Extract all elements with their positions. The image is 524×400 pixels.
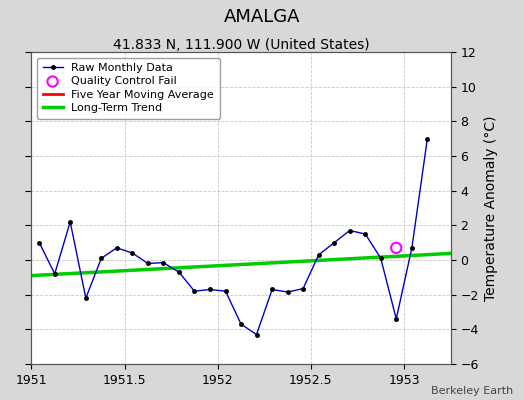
Raw Monthly Data <box>409 246 415 250</box>
Raw Monthly Data <box>67 220 73 224</box>
Legend: Raw Monthly Data, Quality Control Fail, Five Year Moving Average, Long-Term Tren: Raw Monthly Data, Quality Control Fail, … <box>37 58 220 119</box>
Raw Monthly Data <box>222 289 228 294</box>
Raw Monthly Data <box>51 272 58 276</box>
Raw Monthly Data <box>378 256 384 261</box>
Raw Monthly Data <box>362 232 368 236</box>
Raw Monthly Data <box>114 246 120 250</box>
Raw Monthly Data <box>129 251 136 256</box>
Raw Monthly Data <box>191 289 198 294</box>
Title: 41.833 N, 111.900 W (United States): 41.833 N, 111.900 W (United States) <box>113 38 369 52</box>
Raw Monthly Data <box>145 261 151 266</box>
Y-axis label: Temperature Anomaly (°C): Temperature Anomaly (°C) <box>484 115 498 301</box>
Raw Monthly Data <box>300 286 306 291</box>
Quality Control Fail <box>392 245 400 251</box>
Raw Monthly Data <box>269 287 275 292</box>
Raw Monthly Data <box>331 240 337 245</box>
Raw Monthly Data <box>315 252 322 257</box>
Raw Monthly Data <box>424 136 431 141</box>
Text: AMALGA: AMALGA <box>224 8 300 26</box>
Raw Monthly Data <box>238 322 244 326</box>
Raw Monthly Data <box>285 290 291 294</box>
Raw Monthly Data <box>207 287 213 292</box>
Raw Monthly Data <box>346 228 353 233</box>
Raw Monthly Data <box>36 240 42 245</box>
Raw Monthly Data <box>393 316 399 321</box>
Raw Monthly Data <box>254 332 260 337</box>
Raw Monthly Data <box>176 270 182 274</box>
Raw Monthly Data <box>160 260 167 265</box>
Raw Monthly Data <box>83 296 89 300</box>
Line: Raw Monthly Data: Raw Monthly Data <box>37 136 430 337</box>
Text: Berkeley Earth: Berkeley Earth <box>431 386 514 396</box>
Raw Monthly Data <box>98 256 104 261</box>
